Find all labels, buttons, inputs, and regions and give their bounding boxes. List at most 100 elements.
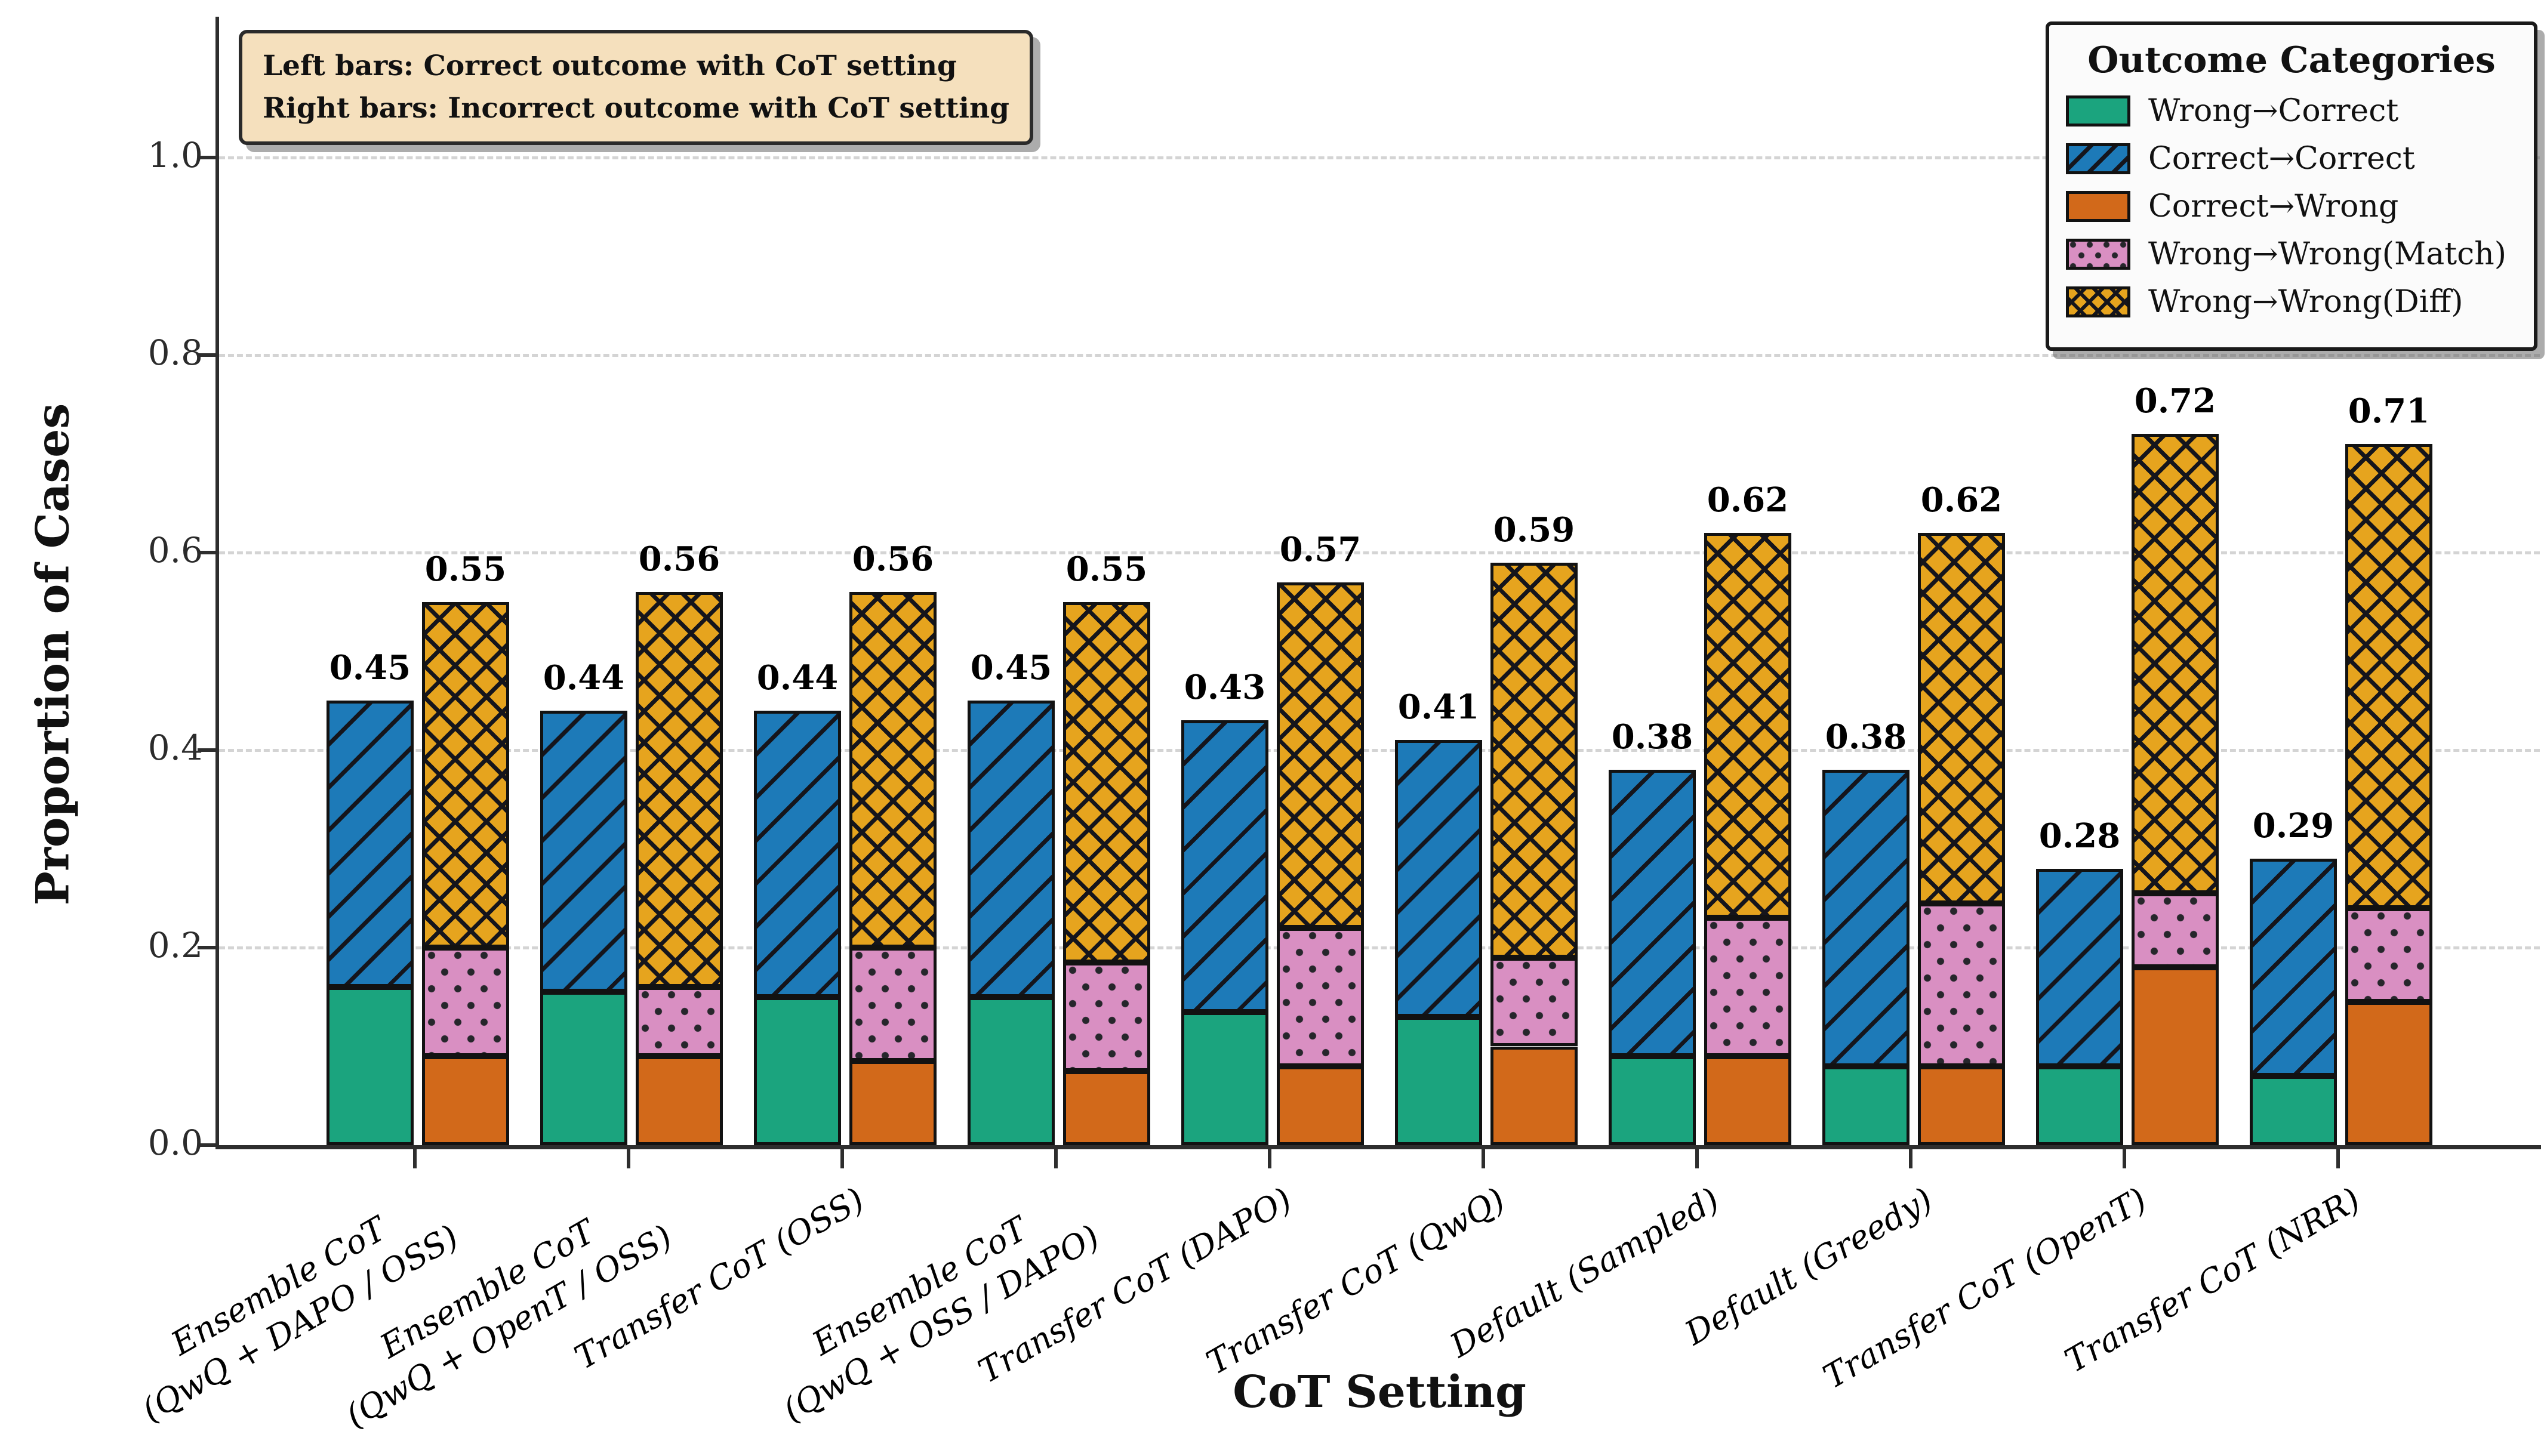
y-tick-label: 0.2 [147,925,203,965]
legend-swatch-correct-wrong-icon [2066,191,2130,222]
bar-segment-wrong-wrong-match [422,948,509,1057]
bar-segment-wrong-wrong-match [636,987,723,1057]
bar-segment-correct-correct [2036,868,2123,1066]
legend-label: Correct→Correct [2148,141,2415,177]
y-tick-label: 0.8 [147,332,203,373]
bar-segment-wrong-correct [2036,1066,2123,1145]
bar-segment-correct-correct [1395,740,1482,1017]
x-axis-title: CoT Setting [1233,1366,1526,1418]
y-axis-title: Proportion of Cases [26,403,79,906]
bar-segment-correct-wrong [422,1056,509,1145]
x-tick-mark [1268,1149,1271,1168]
bar-segment-wrong-wrong-diff [1704,532,1791,918]
y-tick-label: 1.0 [147,135,203,175]
bar-total-label: 0.45 [970,648,1052,688]
legend-label: Correct→Wrong [2148,189,2399,224]
bar-segment-wrong-wrong-diff [1063,601,1150,963]
bar-segment-wrong-correct [2250,1076,2337,1145]
bar-total-label: 0.72 [2134,381,2216,421]
legend-swatch-wrong-wrong-diff-icon [2066,286,2130,317]
bar-segment-wrong-wrong-match [2132,893,2219,968]
x-tick-mark [1482,1149,1485,1168]
legend-title: Outcome Categories [2087,39,2496,81]
bar-segment-correct-correct [968,701,1055,997]
bar-segment-wrong-correct [754,997,841,1145]
bar-segment-wrong-wrong-diff [2132,434,2219,893]
bar-segment-wrong-wrong-diff [849,592,937,948]
bar-segment-wrong-wrong-match [1490,957,1578,1047]
bar-segment-correct-wrong [1063,1071,1150,1145]
bar-segment-wrong-correct [1181,1011,1268,1145]
bar-total-label: 0.55 [1065,549,1148,589]
bar-total-label: 0.59 [1493,510,1575,550]
bar-segment-correct-correct [754,710,841,997]
x-tick-mark [1054,1149,1058,1168]
legend-item: Wrong→Wrong(Match) [2066,236,2517,272]
bar-segment-correct-correct [1181,720,1268,1012]
x-axis-spine [215,1145,2541,1149]
bar-segment-wrong-correct [1395,1016,1482,1145]
gridline [219,946,2540,949]
legend: Outcome Categories Wrong→Correct Correct… [2046,21,2537,351]
bar-segment-correct-wrong [636,1056,723,1145]
bar-total-label: 0.38 [1611,717,1693,757]
bar-segment-correct-wrong [1277,1066,1364,1145]
legend-item: Correct→Wrong [2066,189,2517,224]
bar-total-label: 0.62 [1920,480,2003,520]
x-tick-mark [627,1149,630,1168]
bar-total-label: 0.56 [852,539,934,579]
legend-swatch-wrong-wrong-match-icon [2066,239,2130,270]
bar-total-label: 0.56 [638,539,720,579]
bar-segment-wrong-wrong-diff [422,601,509,948]
bar-segment-correct-wrong [2345,1002,2432,1145]
x-tick-mark [2336,1149,2340,1168]
legend-label: Wrong→Wrong(Diff) [2148,284,2463,320]
bar-segment-correct-correct [2250,859,2337,1076]
bar-segment-correct-wrong [1704,1056,1791,1145]
bar-segment-wrong-wrong-diff [1490,562,1578,958]
bar-total-label: 0.38 [1825,717,1907,757]
x-tick-mark [413,1149,417,1168]
y-tick-label: 0.4 [147,727,203,768]
y-tick-mark [198,353,217,357]
bar-segment-correct-correct [1609,770,1696,1057]
bar-segment-wrong-wrong-match [2345,908,2432,1002]
bar-total-label: 0.44 [543,658,625,698]
bar-total-label: 0.71 [2348,391,2430,431]
y-tick-mark [198,946,217,949]
bar-segment-wrong-wrong-match [1063,962,1150,1071]
bar-total-label: 0.44 [756,658,839,698]
y-tick-mark [198,748,217,752]
bar-total-label: 0.55 [424,549,507,589]
bar-segment-correct-wrong [1490,1046,1578,1145]
bar-total-label: 0.62 [1707,480,1789,520]
x-tick-mark [2123,1149,2126,1168]
bar-segment-correct-wrong [2132,967,2219,1145]
y-tick-mark [198,551,217,554]
x-tick-mark [1909,1149,1912,1168]
bar-total-label: 0.28 [2038,816,2121,856]
bar-segment-wrong-wrong-match [1704,918,1791,1057]
gridline [219,551,2540,554]
bar-segment-wrong-correct [1822,1066,1910,1145]
legend-swatch-correct-correct-icon [2066,143,2130,174]
gridline [219,749,2540,752]
legend-swatch-wrong-correct-icon [2066,95,2130,127]
bar-segment-wrong-wrong-diff [1277,582,1364,928]
annotation-line-2: Right bars: Incorrect outcome with CoT s… [263,91,1010,125]
bar-segment-wrong-wrong-match [1918,903,2005,1066]
annotation-box: Left bars: Correct outcome with CoT sett… [239,30,1034,145]
bar-total-label: 0.41 [1397,687,1480,727]
bar-total-label: 0.45 [329,648,411,688]
legend-label: Wrong→Wrong(Match) [2148,236,2507,272]
bar-segment-wrong-wrong-match [1277,927,1364,1066]
bar-segment-wrong-wrong-match [849,948,937,1062]
bar-segment-correct-correct [540,710,627,992]
bar-segment-wrong-wrong-diff [636,592,723,988]
bar-segment-correct-wrong [1918,1066,2005,1145]
annotation-line-1: Left bars: Correct outcome with CoT sett… [263,50,957,82]
y-tick-label: 0.0 [147,1122,203,1163]
bar-total-label: 0.29 [2252,806,2335,846]
bar-segment-wrong-wrong-diff [2345,443,2432,908]
